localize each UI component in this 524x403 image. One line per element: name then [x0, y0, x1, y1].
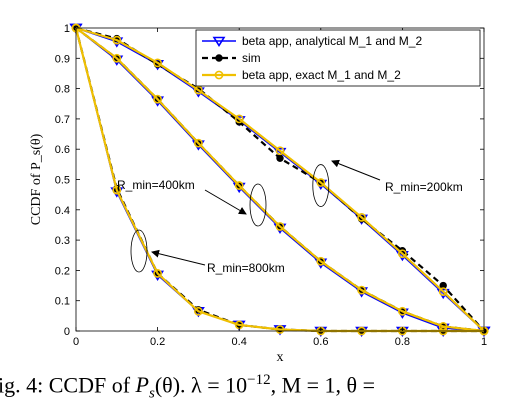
y-tick-label: 1: [64, 23, 70, 35]
circle-marker: [275, 146, 285, 156]
sim-marker: [215, 54, 223, 62]
circle-marker: [234, 181, 244, 190]
caption-lambda-exp: −12: [247, 372, 271, 388]
x-tick-label: 0.2: [150, 336, 165, 348]
annotations: R_min=200km R_min=400km R_min=800km: [117, 159, 463, 275]
figure-caption: ig. 4: CCDF of Ps(θ). λ = 10−12, M = 1, …: [0, 372, 524, 403]
arrow-800km: [151, 249, 206, 266]
arrow-400km: [204, 189, 247, 215]
caption-lambda: λ = 10: [191, 372, 248, 398]
caption-prefix: ig. 4: CCDF of: [0, 372, 136, 398]
x-tick-label: 0.8: [395, 336, 410, 348]
circle-marker: [357, 212, 366, 222]
legend-label: beta app, exact M_1 and M_2: [242, 68, 401, 82]
circle-marker: [153, 94, 162, 104]
legend-entry: beta app, analytical M_1 and M_2: [202, 34, 422, 48]
circle-marker: [234, 114, 244, 124]
caption-mid: (θ).: [154, 372, 192, 398]
arrow-200km: [331, 159, 381, 181]
y-tick-label: 0.3: [55, 235, 70, 247]
annotation-800km: R_min=800km: [207, 261, 285, 275]
circle-marker: [112, 53, 122, 63]
circle-marker: [275, 222, 285, 231]
ellipse-800km: [130, 229, 148, 273]
x-axis-label: x: [277, 350, 284, 365]
annotation-400km: R_min=400km: [117, 178, 195, 192]
x-tick-label: 0.6: [313, 336, 328, 348]
circle-marker: [397, 249, 407, 259]
y-tick-label: 0.4: [55, 205, 70, 217]
y-tick-label: 0.1: [55, 296, 70, 308]
ellipse-400km: [249, 183, 267, 227]
circle-marker: [275, 325, 285, 334]
legend-entry: sim: [202, 51, 261, 65]
circle-marker: [316, 178, 326, 187]
y-tick-label: 0.2: [55, 265, 70, 277]
circle-marker: [316, 256, 326, 266]
x-tick-label: 1: [481, 336, 487, 348]
series-line: [75, 26, 485, 332]
legend-entry: beta app, exact M_1 and M_2: [202, 68, 401, 82]
y-tick-label: 0.8: [55, 84, 70, 96]
circle-marker: [112, 185, 122, 195]
circle-marker: [193, 306, 203, 316]
circle-marker: [357, 285, 366, 295]
caption-ps: Ps: [135, 372, 155, 402]
y-axis-label: CCDF of P_s(θ): [29, 133, 44, 225]
axes: 0 0.2 0.4 0.6 0.8 1 0 0.1 0.2 0.3 0.4 0.5 0.6 0.7 0.8 0…: [29, 23, 487, 365]
y-tick-label: 0.9: [55, 53, 70, 65]
series-line: [75, 27, 485, 333]
caption-rest: , M = 1, θ =: [270, 372, 375, 398]
y-tick-label: 0.7: [55, 114, 70, 126]
triangle-marker: [212, 36, 226, 48]
circle-marker: [112, 35, 122, 45]
x-tick-label: 0.4: [232, 336, 247, 348]
y-tick-label: 0.6: [55, 144, 70, 156]
ellipse-200km: [312, 164, 330, 207]
circle-marker: [214, 70, 224, 80]
legend-label: beta app, analytical M_1 and M_2: [242, 34, 422, 48]
circle-marker: [397, 306, 407, 316]
legend-label: sim: [242, 51, 261, 65]
y-tick-label: 0.5: [55, 175, 70, 187]
y-tick-label: 0: [64, 326, 70, 338]
circle-marker: [193, 85, 203, 95]
x-tick-label: 0: [73, 336, 79, 348]
annotation-200km: R_min=200km: [385, 180, 463, 194]
circle-marker: [193, 138, 203, 148]
sim-marker: [276, 154, 284, 162]
circle-marker: [153, 269, 162, 278]
legend-box: [195, 29, 481, 87]
circle-marker: [153, 58, 162, 68]
circle-marker: [438, 287, 448, 297]
